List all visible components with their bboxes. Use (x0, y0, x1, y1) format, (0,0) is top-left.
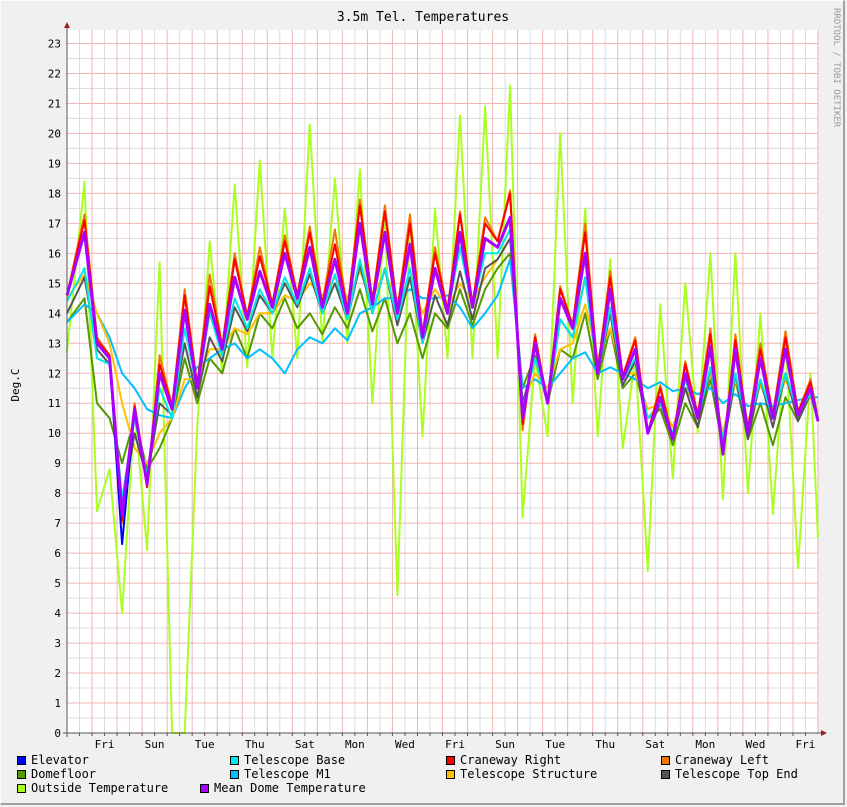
y-tick-label: 5 (54, 577, 61, 590)
y-tick-label: 17 (48, 217, 61, 230)
y-tick-label: 10 (48, 427, 61, 440)
y-tick-label: 4 (54, 607, 61, 620)
legend-swatch (230, 769, 239, 779)
x-tick-labels: Fri Sun Tue Thu Sat Mon Wed Fri Sun Tue Thu Sat Mon W… (95, 738, 816, 751)
y-tick-label: 3 (54, 637, 61, 650)
x-tick-label: Thu (245, 738, 265, 751)
x-tick-label: Wed (745, 738, 765, 751)
x-tick-label: Sat (295, 738, 315, 751)
x-tick-label: Thu (595, 738, 615, 751)
x-tick-label: Fri (445, 738, 465, 751)
legend-swatch (17, 783, 26, 793)
y-axis-arrow-icon (64, 22, 70, 28)
y-tick-label: 8 (54, 487, 61, 500)
y-tick-label: 6 (54, 547, 61, 560)
x-tick-label: Tue (195, 738, 215, 751)
legend-item: Telescope Top End (661, 767, 798, 781)
x-tick-label: Mon (345, 738, 365, 751)
series-line-mean-dome-temperature (65, 215, 820, 516)
y-tick-label: 16 (48, 247, 61, 260)
series-line-telescope-top-end (66, 237, 819, 510)
legend-item: Telescope Base (230, 753, 345, 767)
x-tick-label: Fri (796, 738, 816, 751)
x-tick-label: Fri (95, 738, 115, 751)
legend-label: Telescope Base (244, 753, 346, 767)
legend-item: Mean Dome Temperature (200, 781, 366, 795)
series-line-outside-temperature (66, 84, 819, 734)
y-axis-label: Deg.C (9, 368, 22, 401)
legend-item: Telescope M1 (230, 767, 331, 781)
rrdtool-watermark: RRDTOOL / TOBI OETIKER (831, 8, 841, 128)
y-tick-label: 21 (48, 97, 61, 110)
legend-swatch (446, 769, 455, 779)
x-tick-label: Sat (645, 738, 665, 751)
y-tick-label: 23 (48, 37, 61, 50)
legend-label: Telescope M1 (244, 767, 331, 781)
legend-swatch (200, 783, 209, 793)
legend-item: Domefloor (17, 767, 96, 781)
y-tick-label: 15 (48, 277, 61, 290)
x-tick-label: Mon (695, 738, 715, 751)
y-tick-label: 1 (54, 697, 61, 710)
legend-label: Mean Dome Temperature (214, 781, 366, 795)
chart-title: 3.5m Tel. Temperatures (337, 10, 509, 25)
x-tick-label: Wed (395, 738, 415, 751)
legend-swatch (446, 755, 455, 765)
legend-label: Telescope Structure (460, 767, 598, 781)
series-line-telescope-m1 (66, 258, 818, 420)
y-tick-label: 18 (48, 187, 61, 200)
y-tick-label: 11 (48, 397, 61, 410)
x-axis-arrow-icon (821, 730, 827, 736)
x-tick-label: Tue (545, 738, 565, 751)
legend-swatch (661, 755, 670, 765)
y-tick-label: 14 (48, 307, 62, 320)
legend-label: Telescope Top End (675, 767, 798, 781)
x-tick-label: Sun (495, 738, 515, 751)
legend-item: Craneway Right (446, 753, 561, 767)
y-tick-label: 20 (48, 127, 61, 140)
legend-item: Outside Temperature (17, 781, 168, 795)
series-lines (65, 84, 820, 734)
legend-label: Outside Temperature (31, 781, 169, 795)
legend-label: Elevator (31, 753, 89, 767)
y-tick-label: 2 (54, 667, 61, 680)
axes (63, 22, 827, 737)
legend-label: Craneway Left (675, 753, 769, 767)
y-tick-label: 9 (54, 457, 61, 470)
legend-swatch (17, 755, 26, 765)
legend-item: Telescope Structure (446, 767, 597, 781)
legend-swatch (230, 755, 239, 765)
y-tick-label: 0 (54, 727, 61, 740)
x-tick-label: Sun (145, 738, 165, 751)
y-tick-label: 12 (48, 367, 61, 380)
legend-item: Elevator (17, 753, 89, 767)
y-tick-label: 22 (48, 67, 61, 80)
y-tick-label: 7 (54, 517, 61, 530)
legend-label: Craneway Right (460, 753, 562, 767)
legend-item: Craneway Left (661, 753, 769, 767)
y-tick-label: 19 (48, 157, 61, 170)
legend-swatch (661, 769, 670, 779)
legend-label: Domefloor (31, 767, 97, 781)
y-tick-label: 13 (48, 337, 61, 350)
legend-swatch (17, 769, 26, 779)
